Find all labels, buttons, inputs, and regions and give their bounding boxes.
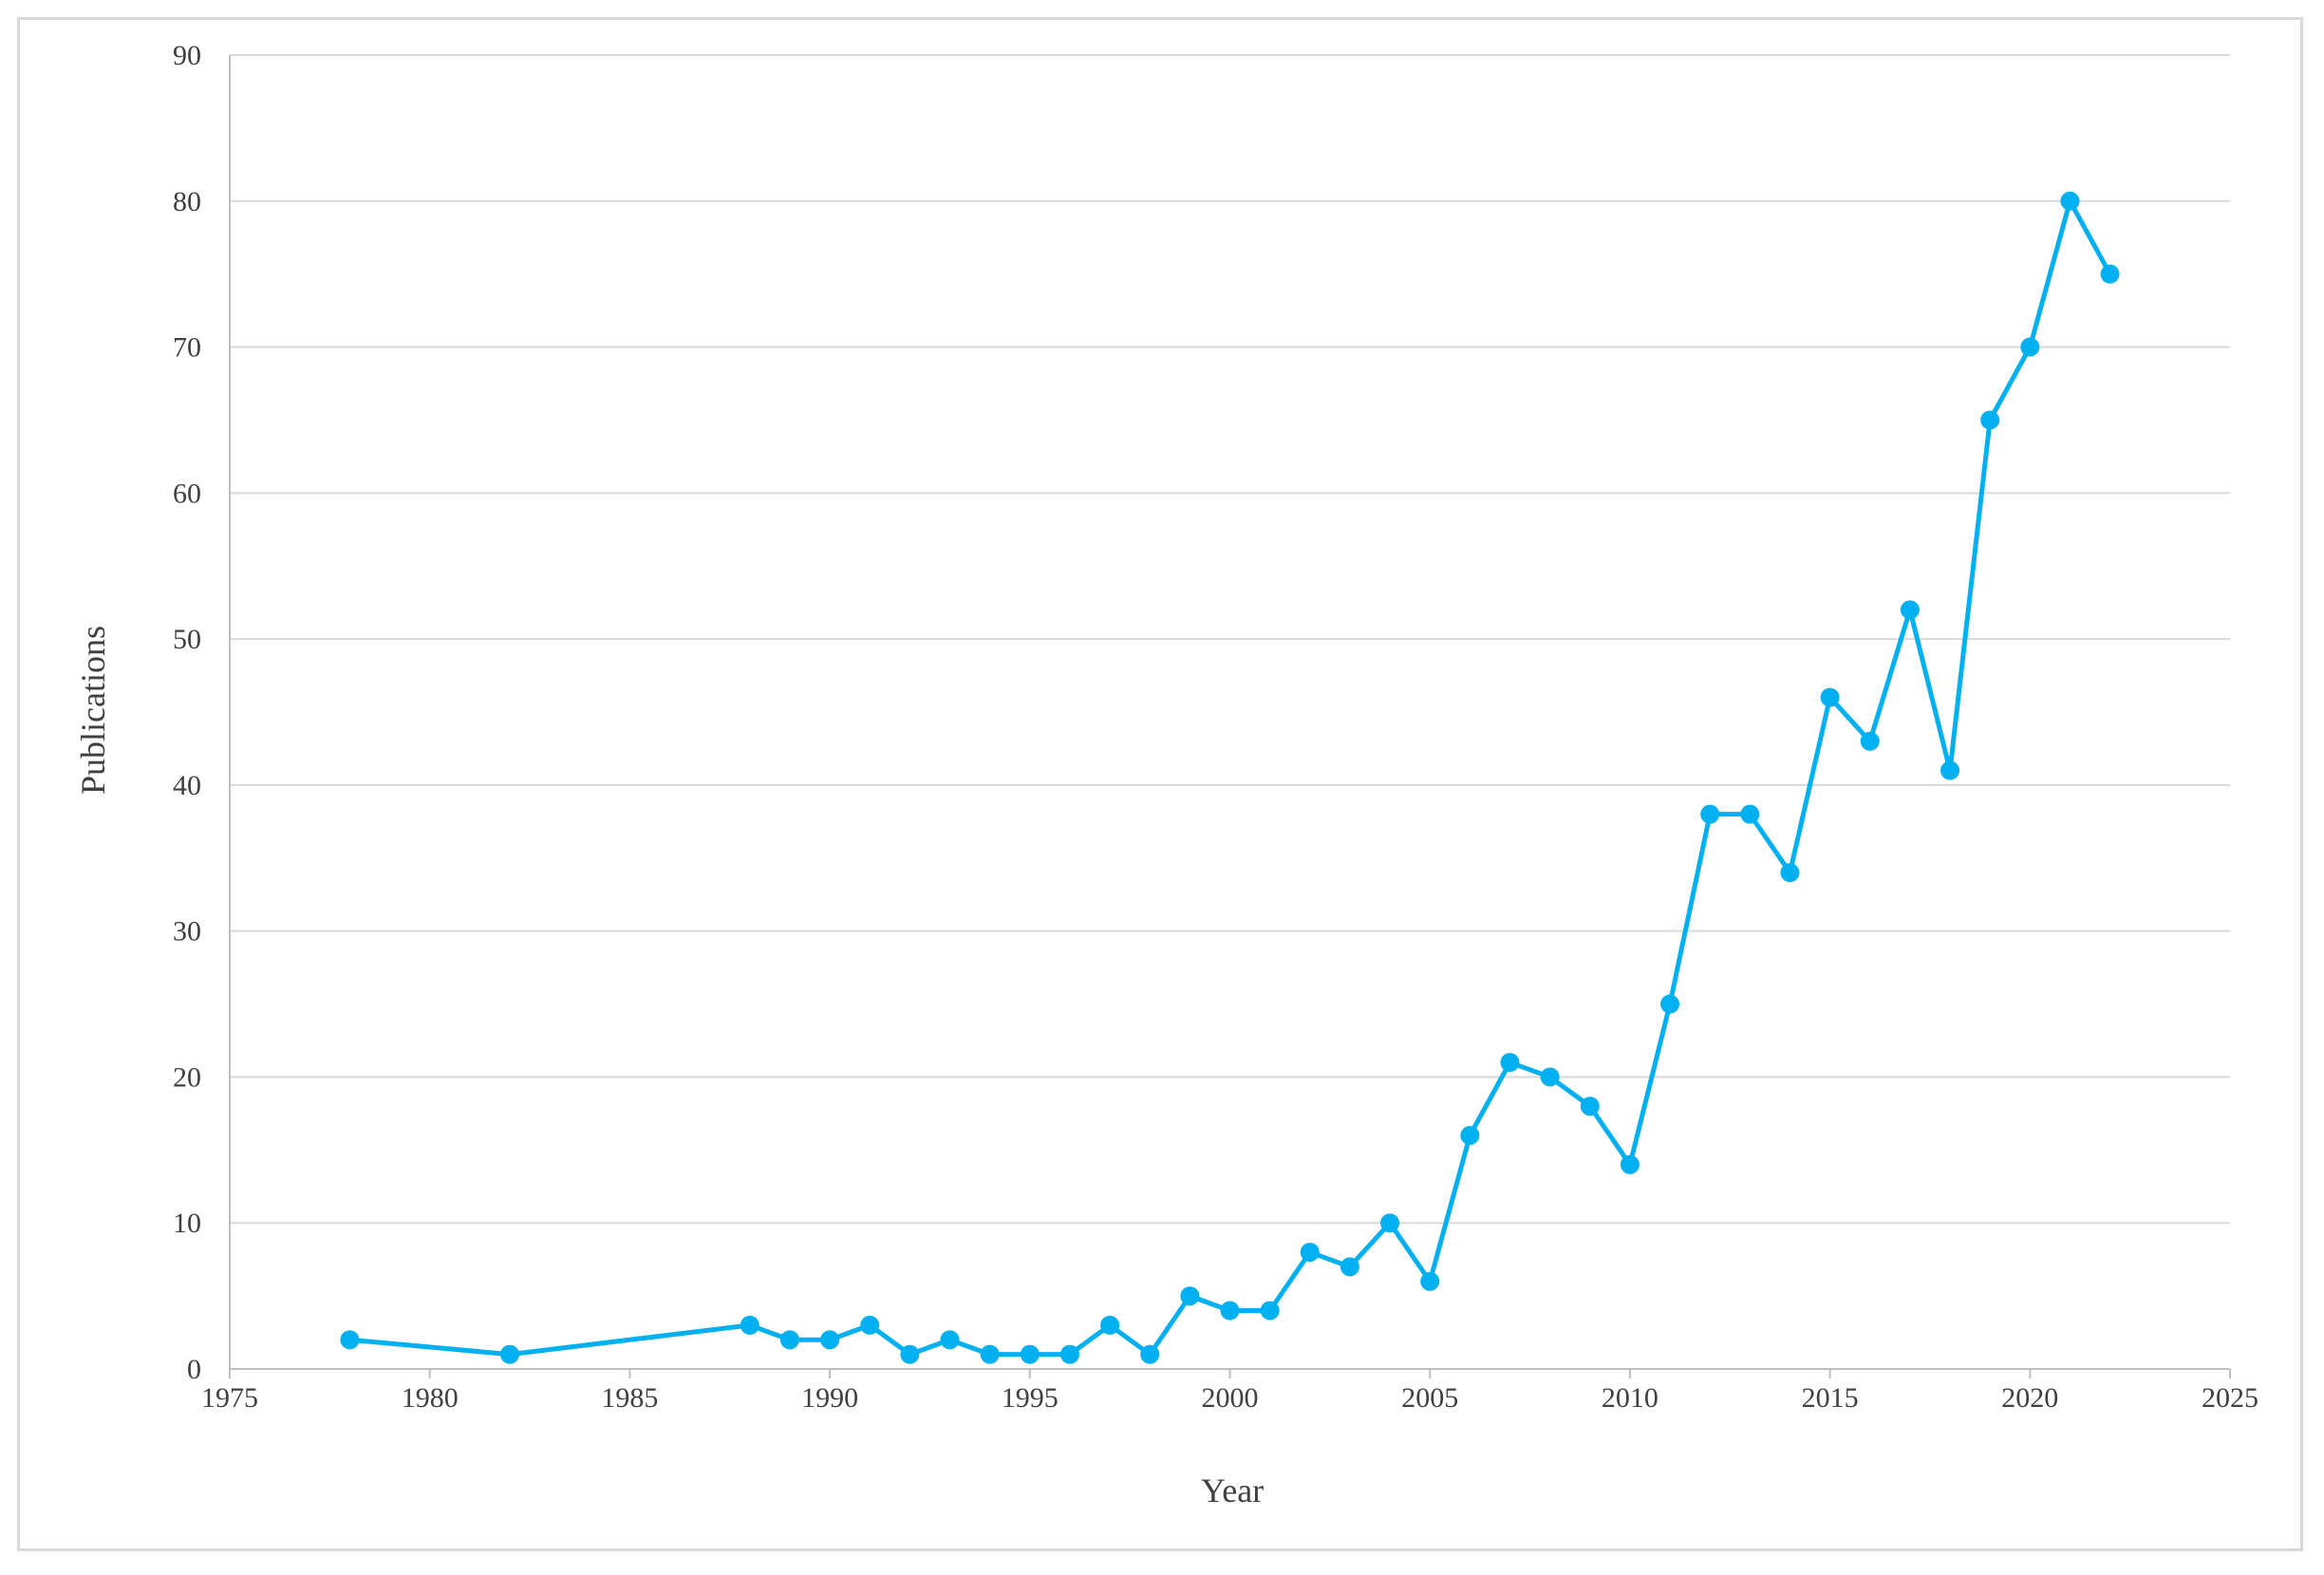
data-point-2002 [1300,1242,1320,1262]
data-point-1990 [820,1330,840,1350]
data-point-1992 [900,1344,920,1364]
axes [229,55,2230,1370]
data-point-1991 [860,1315,880,1335]
data-point-1989 [779,1330,799,1350]
data-point-2001 [1260,1301,1280,1321]
data-point-1996 [1059,1344,1079,1364]
y-tick-label: 60 [173,478,201,509]
data-point-2020 [2020,337,2040,357]
data-point-2000 [1220,1301,1240,1321]
data-point-1978 [340,1330,360,1350]
y-tick-label: 70 [173,332,201,364]
data-point-2016 [1860,731,1880,751]
x-tick-label: 2025 [2202,1382,2258,1414]
x-tick-label: 1990 [801,1382,858,1414]
data-point-2015 [1820,687,1840,707]
x-tick-label: 2005 [1401,1382,1458,1414]
data-point-2003 [1340,1257,1359,1277]
x-axis-title: Year [1201,1472,1264,1509]
data-point-2012 [1700,804,1720,824]
data-point-2019 [1980,410,2000,430]
data-point-1997 [1100,1315,1120,1335]
grid-lines [230,54,2230,1225]
data-point-1998 [1140,1344,1160,1364]
y-tick-label: 10 [173,1208,201,1239]
data-point-2022 [2100,264,2120,284]
data-point-2008 [1540,1067,1560,1087]
data-point-2010 [1620,1154,1640,1174]
x-tick-label: 1975 [201,1382,258,1414]
data-point-1999 [1180,1286,1200,1306]
x-tick-label: 2000 [1202,1382,1259,1414]
x-tick-label: 1995 [1002,1382,1059,1414]
y-tick-label: 90 [173,40,201,71]
data-point-2014 [1780,863,1800,883]
data-point-2009 [1580,1097,1600,1116]
data-point-2005 [1420,1271,1440,1291]
y-tick-label: 0 [187,1354,201,1385]
data-point-2011 [1660,994,1680,1014]
y-tick-label: 80 [173,186,201,217]
x-axis-ticks: 1975 1980 1985 1990 1995 2000 2005 2010 2015 2020… [201,1369,2258,1414]
x-tick-label: 2020 [2001,1382,2058,1414]
y-axis-ticks: 0 10 20 30 40 50 60 70 80 90 [173,40,201,1385]
x-tick-label: 2015 [1802,1382,1859,1414]
y-axis-title: Publications [74,626,112,795]
data-point-2017 [1900,600,1920,620]
series-layer [340,191,2120,1364]
data-point-1994 [980,1344,1000,1364]
data-point-1988 [740,1315,759,1335]
x-tick-label: 1985 [601,1382,658,1414]
data-point-1995 [1020,1344,1040,1364]
x-tick-label: 1980 [402,1382,459,1414]
series-line [349,198,2112,1358]
x-tick-label: 2010 [1602,1382,1659,1414]
y-tick-label: 30 [173,916,201,947]
data-point-1993 [940,1330,960,1350]
y-tick-label: 20 [173,1061,201,1093]
data-point-2004 [1380,1213,1400,1233]
y-tick-label: 40 [173,770,201,801]
data-point-2013 [1740,804,1760,824]
data-point-2006 [1460,1125,1480,1145]
data-point-2018 [1940,760,1960,780]
data-point-1982 [499,1344,519,1364]
data-point-2021 [2060,191,2080,211]
data-point-2007 [1500,1053,1520,1073]
y-tick-label: 50 [173,624,201,655]
